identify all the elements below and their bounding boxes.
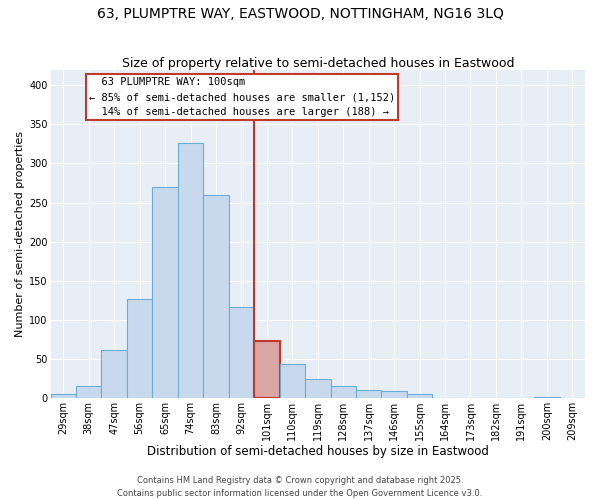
Bar — [127, 299, 152, 398]
Text: Contains HM Land Registry data © Crown copyright and database right 2025.
Contai: Contains HM Land Registry data © Crown c… — [118, 476, 482, 498]
Bar — [76, 386, 101, 398]
Bar — [152, 187, 178, 398]
Bar — [50, 394, 76, 398]
Bar — [382, 391, 407, 398]
Bar — [229, 306, 254, 398]
Y-axis label: Number of semi-detached properties: Number of semi-detached properties — [15, 131, 25, 337]
Bar — [254, 341, 280, 398]
Title: Size of property relative to semi-detached houses in Eastwood: Size of property relative to semi-detach… — [122, 56, 514, 70]
Bar — [534, 396, 560, 398]
Bar — [356, 390, 382, 398]
Text: 63, PLUMPTRE WAY, EASTWOOD, NOTTINGHAM, NG16 3LQ: 63, PLUMPTRE WAY, EASTWOOD, NOTTINGHAM, … — [97, 8, 503, 22]
Bar — [280, 364, 305, 398]
Text: 63 PLUMPTRE WAY: 100sqm
← 85% of semi-detached houses are smaller (1,152)
  14% : 63 PLUMPTRE WAY: 100sqm ← 85% of semi-de… — [89, 78, 395, 117]
Bar — [407, 394, 433, 398]
Bar — [305, 380, 331, 398]
Bar — [203, 196, 229, 398]
Bar — [101, 350, 127, 398]
X-axis label: Distribution of semi-detached houses by size in Eastwood: Distribution of semi-detached houses by … — [147, 444, 489, 458]
Bar — [331, 386, 356, 398]
Bar — [178, 143, 203, 398]
